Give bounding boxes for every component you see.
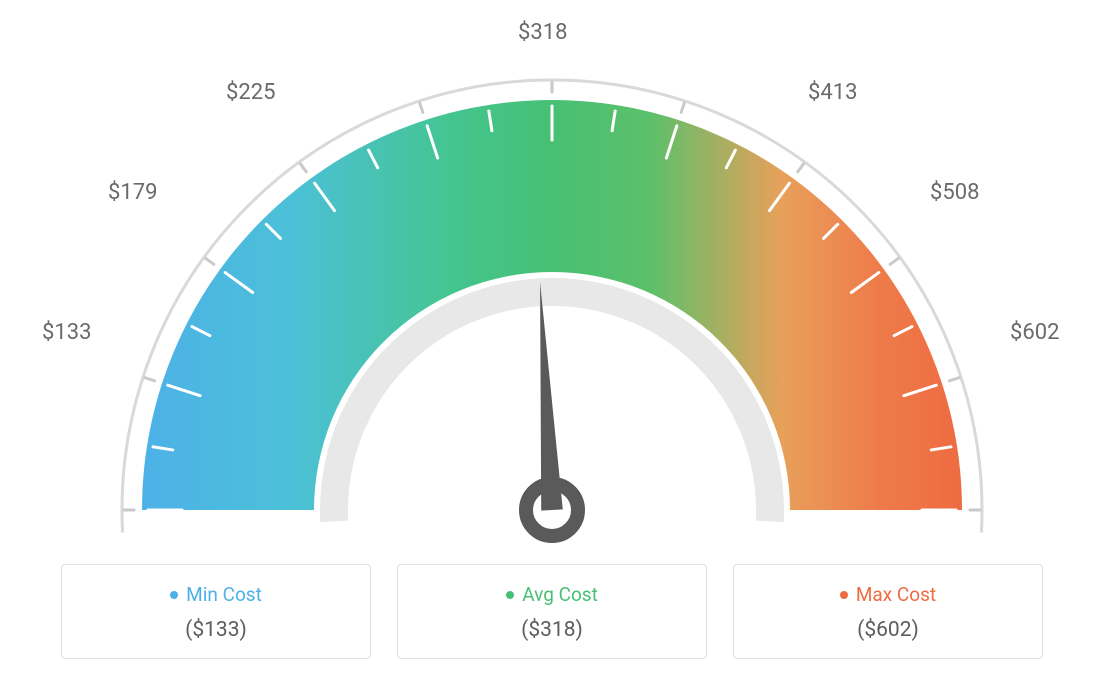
gauge-tick-label: $602 (1010, 320, 1059, 345)
gauge-tick-label: $179 (108, 180, 157, 205)
gauge-tick-label: $225 (226, 80, 275, 105)
gauge-chart: $133 $179 $225 $318 $413 $508 $602 (0, 0, 1104, 560)
dot-icon (506, 591, 514, 599)
legend-label: Max Cost (856, 583, 936, 606)
legend-title-avg: Avg Cost (506, 583, 598, 606)
legend-title-max: Max Cost (840, 583, 936, 606)
legend-label: Avg Cost (522, 583, 598, 606)
legend-value-avg: ($318) (398, 618, 706, 642)
legend-title-min: Min Cost (170, 583, 262, 606)
gauge-tick-label: $413 (808, 80, 857, 105)
gauge-tick-label: $133 (42, 320, 91, 345)
legend-value-min: ($133) (62, 618, 370, 642)
gauge-tick-label: $318 (518, 20, 567, 45)
legend-value-max: ($602) (734, 618, 1042, 642)
dot-icon (840, 591, 848, 599)
dot-icon (170, 591, 178, 599)
gauge-svg (52, 20, 1052, 580)
gauge-tick-label: $508 (930, 180, 979, 205)
legend-label: Min Cost (186, 583, 262, 606)
